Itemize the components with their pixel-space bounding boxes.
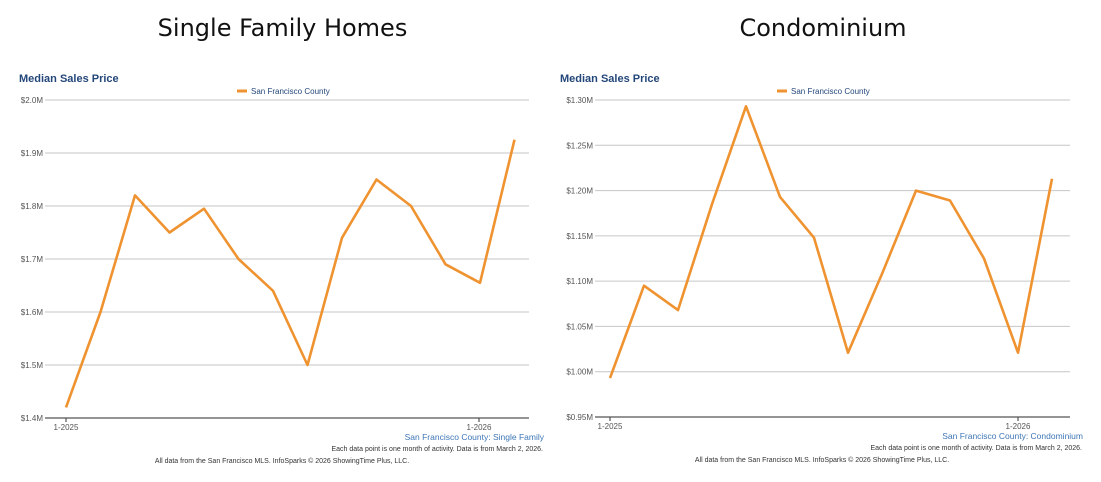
sfh-y-tick-label: $1.8M	[21, 202, 44, 211]
condo-source-footer: All data from the San Francisco MLS. Inf…	[695, 456, 949, 464]
condo-y-tick-label: $1.05M	[566, 322, 593, 331]
condo-data-note: Each data point is one month of activity…	[870, 445, 1082, 452]
condo-x-tick-label: 1-2025	[598, 422, 623, 431]
sfh-chart-subtitle: San Francisco County: Single Family	[405, 432, 545, 442]
sfh-series-line	[64, 139, 516, 408]
condo-y-tick-label: $0.95M	[566, 413, 593, 422]
single-family-title: Single Family Homes	[157, 14, 408, 42]
sfh-data-note: Each data point is one month of activity…	[331, 446, 543, 453]
condo-legend-label: San Francisco County	[791, 87, 870, 96]
sfh-x-tick-label: 1-2025	[54, 423, 79, 432]
sfh-y-tick-label: $1.7M	[21, 255, 44, 264]
condo-y-tick-label: $1.00M	[566, 368, 593, 377]
sfh-y-tick-label: $1.6M	[21, 308, 44, 317]
condo-y-tick-label: $1.30M	[566, 96, 593, 105]
condo-series-line	[608, 105, 1054, 379]
sfh-metric-title: Median Sales Price	[19, 73, 119, 85]
sfh-y-tick-label: $1.5M	[21, 361, 44, 370]
condo-y-tick-label: $1.10M	[566, 277, 593, 286]
sfh-y-tick-label: $1.9M	[21, 149, 44, 158]
condo-metric-title: Median Sales Price	[560, 73, 660, 85]
condo-chart-subtitle: San Francisco County: Condominium	[942, 431, 1083, 441]
condominium-title: Condominium	[739, 14, 907, 42]
sfh-x-tick-label: 1-2026	[467, 423, 492, 432]
condo-y-tick-label: $1.15M	[566, 232, 593, 241]
sfh-y-tick-label: $2.0M	[21, 96, 44, 105]
condo-x-tick-label: 1-2026	[1006, 422, 1031, 431]
sfh-legend-label: San Francisco County	[251, 87, 330, 96]
sfh-y-tick-label: $1.4M	[21, 414, 44, 423]
condo-y-tick-label: $1.20M	[566, 187, 593, 196]
sfh-source-footer: All data from the San Francisco MLS. Inf…	[155, 457, 409, 465]
condo-y-tick-label: $1.25M	[566, 141, 593, 150]
